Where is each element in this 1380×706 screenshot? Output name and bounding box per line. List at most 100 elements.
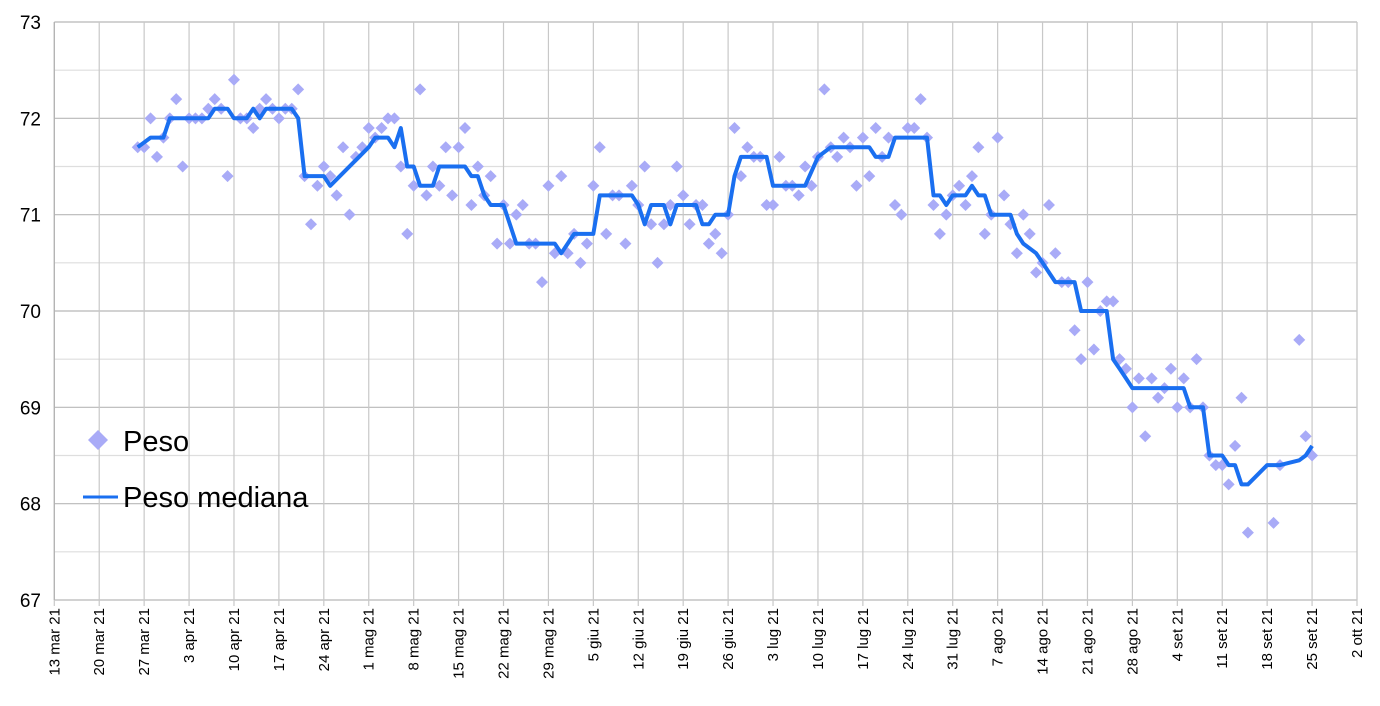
peso-point bbox=[837, 131, 850, 144]
peso-point bbox=[895, 208, 908, 221]
peso-point bbox=[317, 160, 330, 173]
peso-point bbox=[536, 276, 549, 289]
peso-point bbox=[1299, 430, 1312, 443]
peso-point bbox=[330, 189, 343, 202]
x-tick-label: 3 apr 21 bbox=[181, 608, 198, 663]
peso-point bbox=[1068, 324, 1081, 337]
grid bbox=[53, 21, 1358, 606]
x-tick-label: 18 set 21 bbox=[1259, 608, 1276, 670]
peso-point bbox=[510, 208, 523, 221]
peso-point bbox=[959, 199, 972, 212]
peso-point bbox=[670, 160, 683, 173]
peso-point bbox=[227, 73, 240, 86]
x-tick-label: 10 lug 21 bbox=[810, 608, 827, 670]
peso-point bbox=[933, 227, 946, 240]
peso-point bbox=[914, 93, 927, 106]
x-tick-label: 5 giu 21 bbox=[585, 608, 602, 661]
peso-point bbox=[831, 150, 844, 163]
peso-point bbox=[292, 83, 305, 96]
peso-point bbox=[1209, 459, 1222, 472]
peso-point bbox=[144, 112, 157, 125]
x-tick-label: 2 ott 21 bbox=[1349, 608, 1366, 658]
peso-point bbox=[208, 93, 221, 106]
peso-point bbox=[645, 218, 658, 231]
peso-point bbox=[555, 170, 568, 183]
peso-point bbox=[1010, 247, 1023, 260]
peso-point bbox=[304, 218, 317, 231]
peso-point bbox=[439, 141, 452, 154]
peso-point bbox=[863, 170, 876, 183]
x-tick-label: 12 giu 21 bbox=[630, 608, 647, 670]
x-tick-label: 24 lug 21 bbox=[900, 608, 917, 670]
peso-point bbox=[683, 218, 696, 231]
peso-point bbox=[1164, 362, 1177, 375]
peso-point bbox=[426, 160, 439, 173]
x-tick-label: 4 set 21 bbox=[1169, 608, 1186, 661]
x-tick-label: 22 mag 21 bbox=[496, 608, 513, 679]
peso-point bbox=[272, 112, 285, 125]
peso-point bbox=[998, 189, 1011, 202]
peso-point bbox=[1293, 333, 1306, 346]
x-tick-label: 28 ago 21 bbox=[1124, 608, 1141, 675]
peso-point bbox=[1075, 353, 1088, 366]
peso-point bbox=[792, 189, 805, 202]
diamond-marker-icon bbox=[88, 430, 108, 450]
peso-point bbox=[1145, 372, 1158, 385]
peso-point bbox=[247, 121, 260, 134]
peso-point bbox=[1229, 439, 1242, 452]
x-tick-label: 19 giu 21 bbox=[675, 608, 692, 670]
peso-point bbox=[433, 179, 446, 192]
peso-point bbox=[452, 141, 465, 154]
peso-point bbox=[375, 121, 388, 134]
peso-point bbox=[170, 93, 183, 106]
peso-point bbox=[221, 170, 234, 183]
peso-point bbox=[715, 247, 728, 260]
peso-point bbox=[337, 141, 350, 154]
peso-point bbox=[1222, 478, 1235, 491]
peso-point bbox=[593, 141, 606, 154]
x-tick-label: 1 mag 21 bbox=[361, 608, 378, 671]
peso-mediana-line bbox=[136, 106, 1314, 487]
peso-point bbox=[972, 141, 985, 154]
legend-label-peso-mediana: Peso mediana bbox=[123, 482, 309, 514]
peso-point bbox=[465, 199, 478, 212]
peso-point bbox=[760, 199, 773, 212]
y-tick-label: 70 bbox=[20, 302, 41, 323]
peso-point bbox=[818, 83, 831, 96]
peso-point bbox=[1023, 227, 1036, 240]
peso-point bbox=[1081, 276, 1094, 289]
peso-point bbox=[1267, 516, 1280, 529]
peso-mediana-series bbox=[136, 106, 1314, 487]
peso-point bbox=[516, 199, 529, 212]
peso-point bbox=[702, 237, 715, 250]
legend-item-peso-mediana: Peso mediana bbox=[83, 482, 309, 514]
x-tick-label: 20 mar 21 bbox=[91, 608, 108, 676]
peso-point bbox=[394, 160, 407, 173]
x-tick-label: 15 mag 21 bbox=[451, 608, 468, 679]
peso-point bbox=[856, 131, 869, 144]
peso-point bbox=[1049, 247, 1062, 260]
peso-point bbox=[1100, 295, 1113, 308]
legend-item-peso: Peso bbox=[88, 426, 189, 458]
x-tick-label: 8 mag 21 bbox=[406, 608, 423, 671]
x-tick-label: 27 mar 21 bbox=[136, 608, 153, 676]
peso-point bbox=[491, 237, 504, 250]
x-tick-label: 29 mag 21 bbox=[540, 608, 557, 679]
y-tick-label: 68 bbox=[20, 495, 41, 516]
peso-point bbox=[1235, 391, 1248, 404]
x-tick-label: 7 ago 21 bbox=[990, 608, 1007, 666]
x-tick-label: 17 lug 21 bbox=[855, 608, 872, 670]
peso-point bbox=[1017, 208, 1030, 221]
x-tick-label: 26 giu 21 bbox=[720, 608, 737, 670]
peso-point bbox=[176, 160, 189, 173]
legend-label-peso: Peso bbox=[123, 426, 189, 458]
peso-point bbox=[1139, 430, 1152, 443]
peso-series bbox=[131, 73, 1319, 539]
y-tick-label: 73 bbox=[20, 13, 41, 34]
peso-point bbox=[901, 121, 914, 134]
peso-point bbox=[260, 93, 273, 106]
peso-point bbox=[991, 131, 1004, 144]
peso-point bbox=[420, 189, 433, 202]
peso-point bbox=[349, 150, 362, 163]
